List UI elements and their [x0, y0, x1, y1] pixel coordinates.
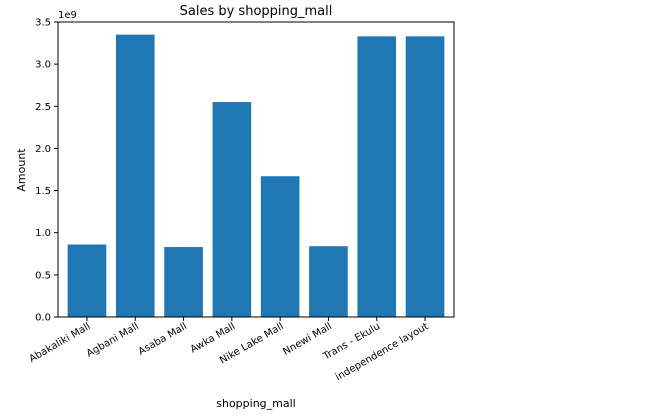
bar [357, 36, 397, 317]
y-tick-label: 1.5 [35, 186, 51, 197]
plot-frame [57, 21, 455, 318]
y-tick-label: 0.5 [35, 270, 51, 281]
y-tick-label: 1.0 [35, 228, 51, 239]
bar [67, 244, 107, 317]
x-tick-label: Agbani Mall [85, 321, 141, 360]
y-axis-ticks: 0.0 0.5 1.0 1.5 2.0 2.5 3.0 3.5 [35, 18, 58, 324]
y-tick-label: 2.5 [35, 102, 51, 113]
y-axis-label: Amount [15, 148, 28, 192]
bar [309, 246, 348, 317]
y-tick-label: 3.0 [35, 60, 51, 71]
y-offset-label: 1e9 [58, 10, 77, 21]
x-tick-label: Asaba Mall [137, 321, 189, 358]
bar [405, 36, 445, 317]
x-axis-label: shopping_mall [216, 397, 295, 410]
x-tick-label: Abakaliki Mall [27, 321, 92, 365]
bar [260, 176, 300, 317]
bars [67, 34, 445, 318]
bar [164, 247, 203, 317]
x-tick-label: independence layout [334, 321, 431, 383]
bar [212, 102, 252, 317]
chart-title: Sales by shopping_mall [180, 4, 333, 19]
y-tick-label: 3.5 [35, 18, 51, 29]
bar [115, 34, 155, 318]
y-tick-label: 0.0 [35, 313, 51, 324]
y-tick-label: 2.0 [35, 144, 51, 155]
